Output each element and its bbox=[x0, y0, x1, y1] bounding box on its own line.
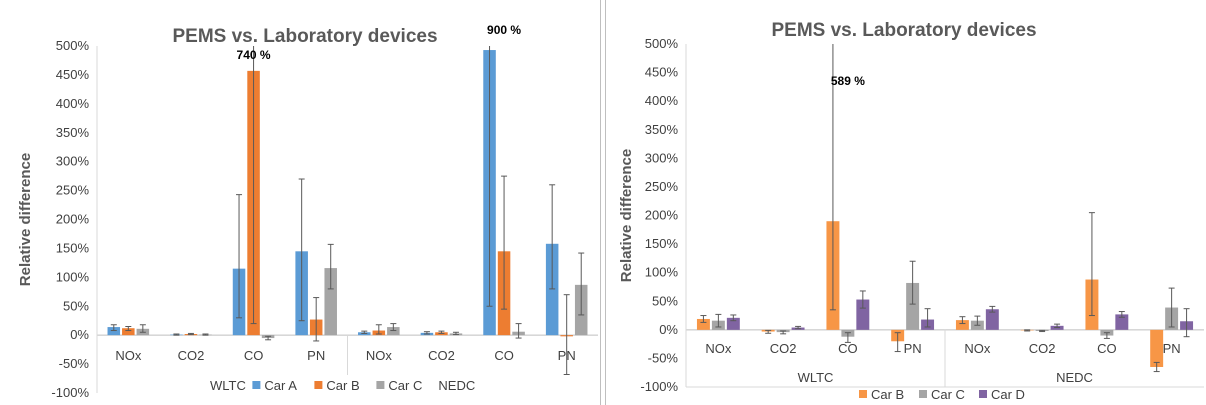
x-category-label: NOx bbox=[115, 348, 142, 363]
y-tick-label: 100% bbox=[56, 269, 90, 284]
value-annotation: 740 % bbox=[237, 48, 271, 62]
x-category-label: PN bbox=[1163, 341, 1181, 356]
x-category-label: CO bbox=[494, 348, 514, 363]
left-chart-panel: PEMS vs. Laboratory devices Relative diff… bbox=[0, 0, 601, 405]
y-tick-label: 0% bbox=[70, 327, 89, 342]
legend-label: Car B bbox=[326, 378, 359, 393]
legend-swatch bbox=[859, 390, 867, 398]
chart-title: PEMS vs. Laboratory devices bbox=[172, 26, 437, 47]
legend-label: Car C bbox=[931, 387, 965, 402]
right-chart: PEMS vs. Laboratory devices Relative diff… bbox=[618, 20, 1204, 402]
legend-swatch bbox=[979, 390, 987, 398]
bar bbox=[955, 320, 969, 330]
bar bbox=[107, 327, 121, 336]
y-tick-label: 400% bbox=[56, 96, 90, 111]
y-tick-label: 250% bbox=[645, 179, 679, 194]
value-annotation: 589 % bbox=[831, 74, 865, 88]
bar bbox=[726, 317, 740, 330]
y-tick-label: 300% bbox=[56, 154, 90, 169]
legend-label: WLTC bbox=[210, 378, 246, 393]
legend-swatch bbox=[252, 381, 261, 389]
y-tick-label: 450% bbox=[56, 67, 90, 82]
bar bbox=[1115, 314, 1129, 330]
x-category-label: CO bbox=[838, 341, 858, 356]
y-tick-label: 150% bbox=[56, 240, 90, 255]
x-category-label: CO2 bbox=[178, 348, 205, 363]
left-chart: PEMS vs. Laboratory devices Relative diff… bbox=[17, 23, 598, 400]
legend-swatch bbox=[314, 381, 323, 389]
legend-label: Car D bbox=[991, 387, 1025, 402]
x-group-label: NEDC bbox=[1056, 370, 1093, 385]
y-tick-label: 200% bbox=[645, 208, 679, 223]
y-axis-label: Relative difference bbox=[618, 149, 635, 282]
bar bbox=[856, 299, 870, 330]
y-tick-label: 500% bbox=[56, 38, 90, 53]
y-tick-label: 0% bbox=[659, 322, 678, 337]
y-tick-label: 100% bbox=[645, 265, 679, 280]
x-category-label: CO2 bbox=[770, 341, 797, 356]
y-tick-label: 500% bbox=[645, 36, 679, 51]
y-tick-label: -50% bbox=[648, 350, 679, 365]
y-tick-label: 200% bbox=[56, 212, 90, 227]
legend-label: Car B bbox=[871, 387, 904, 402]
legend-label: NEDC bbox=[438, 378, 475, 393]
value-annotation: 900 % bbox=[487, 23, 521, 37]
bar bbox=[1150, 329, 1164, 367]
y-tick-label: 400% bbox=[645, 93, 679, 108]
legend-swatch bbox=[376, 381, 385, 389]
y-tick-label: 450% bbox=[645, 65, 679, 80]
y-tick-label: 250% bbox=[56, 183, 90, 198]
bar bbox=[545, 243, 559, 336]
x-category-label: CO bbox=[1097, 341, 1117, 356]
x-category-label: NOx bbox=[366, 348, 393, 363]
legend-label: Car C bbox=[388, 378, 422, 393]
bar bbox=[387, 327, 400, 336]
x-category-label: CO bbox=[244, 348, 264, 363]
bar bbox=[985, 309, 999, 330]
x-category-label: CO2 bbox=[1029, 341, 1056, 356]
right-chart-panel: PEMS vs. Laboratory devices Relative diff… bbox=[605, 0, 1206, 405]
bar bbox=[122, 328, 135, 336]
legend-label: Car A bbox=[264, 378, 297, 393]
x-category-label: PN bbox=[558, 348, 576, 363]
y-tick-label: 350% bbox=[645, 122, 679, 137]
y-tick-label: 150% bbox=[645, 236, 679, 251]
bar bbox=[324, 268, 337, 336]
chart-title: PEMS vs. Laboratory devices bbox=[771, 20, 1036, 41]
y-tick-label: 350% bbox=[56, 125, 90, 140]
y-tick-label: -100% bbox=[640, 379, 678, 394]
x-category-label: NOx bbox=[705, 341, 732, 356]
x-category-label: NOx bbox=[964, 341, 991, 356]
legend-swatch bbox=[919, 390, 927, 398]
x-category-label: CO2 bbox=[428, 348, 455, 363]
bar bbox=[906, 282, 920, 330]
y-tick-label: 50% bbox=[652, 293, 678, 308]
bar bbox=[696, 318, 710, 330]
y-tick-label: -50% bbox=[59, 356, 90, 371]
x-category-label: PN bbox=[307, 348, 325, 363]
x-category-label: PN bbox=[904, 341, 922, 356]
y-tick-label: -100% bbox=[51, 385, 89, 400]
y-axis-label: Relative difference bbox=[17, 153, 34, 286]
x-group-label: WLTC bbox=[798, 370, 834, 385]
y-tick-label: 50% bbox=[63, 298, 89, 313]
y-tick-label: 300% bbox=[645, 150, 679, 165]
